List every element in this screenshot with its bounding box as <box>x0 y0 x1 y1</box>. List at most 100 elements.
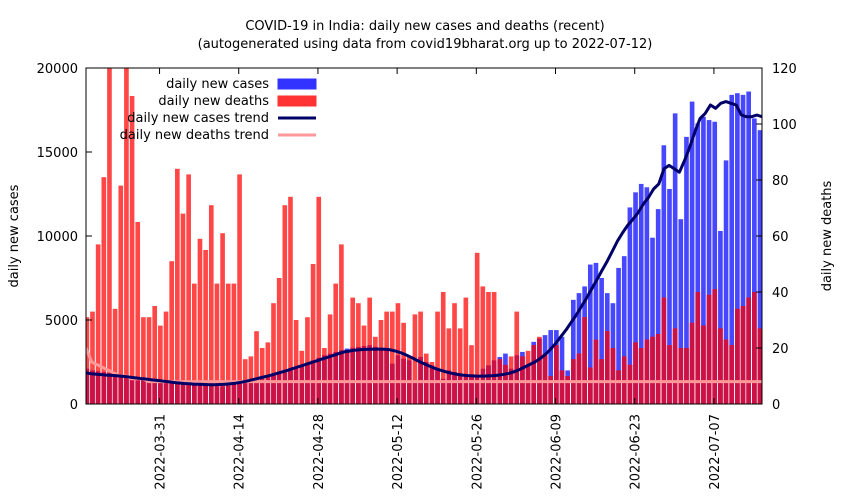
death-bar <box>316 196 322 404</box>
death-bar <box>180 213 186 404</box>
x-tick-label: 2022-03-31 <box>154 414 169 490</box>
x-tick-label: 2022-05-12 <box>391 414 406 490</box>
overlap-bar <box>90 370 95 404</box>
case-bar <box>644 187 650 404</box>
death-bar <box>339 244 344 404</box>
legend: daily new cases daily new deaths daily new… <box>120 77 317 143</box>
overlap-bar <box>141 377 146 404</box>
death-bar <box>310 264 316 404</box>
overlap-bar <box>361 346 367 404</box>
overlap-bar <box>107 372 112 404</box>
overlap-bar <box>452 372 457 404</box>
death-bar <box>288 196 293 404</box>
death-bar <box>141 317 146 404</box>
overlap-bar <box>112 373 118 404</box>
case-bar <box>723 160 729 404</box>
overlap-bar <box>554 345 559 404</box>
x-tick-label: 2022-05-26 <box>470 414 485 490</box>
overlap-bar <box>101 372 107 404</box>
death-bar <box>220 233 225 404</box>
y2-tick-label: 20 <box>772 342 789 357</box>
overlap-bar <box>480 368 486 404</box>
overlap-bar <box>457 373 463 404</box>
overlap-bar <box>655 334 661 404</box>
death-bar <box>169 261 175 404</box>
death-bar <box>191 283 197 404</box>
deaths-trend-line <box>86 347 762 384</box>
overlap-bar <box>384 350 389 404</box>
overlap-bar <box>203 385 208 404</box>
overlap-bar <box>282 372 288 404</box>
death-bar <box>112 308 118 404</box>
axes: 0 5000 10000 15000 20000 0 20 40 60 80 100 120 2022-… <box>37 62 797 490</box>
case-bar <box>729 94 735 404</box>
overlap-bar <box>582 317 587 404</box>
overlap-bar <box>276 373 282 404</box>
overlap-bar <box>395 355 401 404</box>
overlap-bar <box>322 355 327 404</box>
overlap-bar <box>95 371 101 404</box>
overlap-bar <box>633 342 638 404</box>
overlap-bar <box>537 338 542 404</box>
overlap-bar <box>146 378 152 404</box>
overlap-bar <box>197 385 203 404</box>
death-bar <box>129 96 135 404</box>
legend-swatch <box>277 95 317 107</box>
death-bar <box>95 244 101 404</box>
death-bar <box>276 278 282 404</box>
overlap-bar <box>305 362 310 404</box>
overlap-bar <box>559 370 565 404</box>
case-bar <box>633 192 638 404</box>
legend-label: daily new deaths trend <box>120 128 269 143</box>
case-bar <box>593 262 599 404</box>
death-bar <box>305 317 310 404</box>
overlap-bar <box>440 378 446 404</box>
death-bar <box>265 342 271 404</box>
y2-tick-label: 40 <box>772 286 789 301</box>
case-bar <box>706 120 712 404</box>
overlap-bar <box>503 364 508 404</box>
case-bar <box>695 123 701 404</box>
overlap-bar <box>288 370 293 404</box>
death-bar <box>203 250 208 404</box>
overlap-bar <box>367 345 372 404</box>
death-bar <box>389 311 395 404</box>
death-bar <box>152 306 158 404</box>
overlap-bar <box>661 297 667 404</box>
overlap-bar <box>163 381 169 404</box>
y-tick-label: 10000 <box>37 230 78 245</box>
death-bar <box>395 303 401 404</box>
case-bar <box>627 207 633 404</box>
overlap-bar <box>463 375 469 404</box>
overlap-bar <box>514 355 520 404</box>
case-bar <box>689 101 695 404</box>
death-bar <box>86 317 90 404</box>
death-bar <box>231 283 237 404</box>
death-bar <box>271 303 276 404</box>
death-bar <box>293 320 299 404</box>
death-bar <box>214 283 220 404</box>
overlap-bar <box>718 328 723 404</box>
death-bar <box>90 311 95 404</box>
y-tick-label: 0 <box>70 398 78 413</box>
overlap-bar <box>152 379 158 404</box>
case-bar <box>678 219 684 404</box>
overlap-bar <box>565 376 570 404</box>
x-tick-label: 2022-04-14 <box>233 414 248 490</box>
x-tick-label: 2022-07-07 <box>708 414 723 490</box>
overlap-bar <box>124 375 129 404</box>
y2-tick-label: 60 <box>772 230 789 245</box>
case-bar <box>576 293 582 404</box>
overlap-bar <box>429 365 435 404</box>
overlap-bar <box>508 368 514 404</box>
y-tick-label: 20000 <box>37 62 78 77</box>
case-bar <box>735 93 740 404</box>
x-tick-label: 2022-06-09 <box>550 414 565 490</box>
overlap-bar <box>723 339 729 404</box>
y2-axis-label: daily new deaths <box>820 180 835 291</box>
overlap-bar <box>672 328 678 404</box>
y2-tick-label: 100 <box>772 118 797 133</box>
overlap-bar <box>169 382 175 404</box>
overlap-bar <box>299 365 305 404</box>
overlap-bar <box>695 292 701 404</box>
